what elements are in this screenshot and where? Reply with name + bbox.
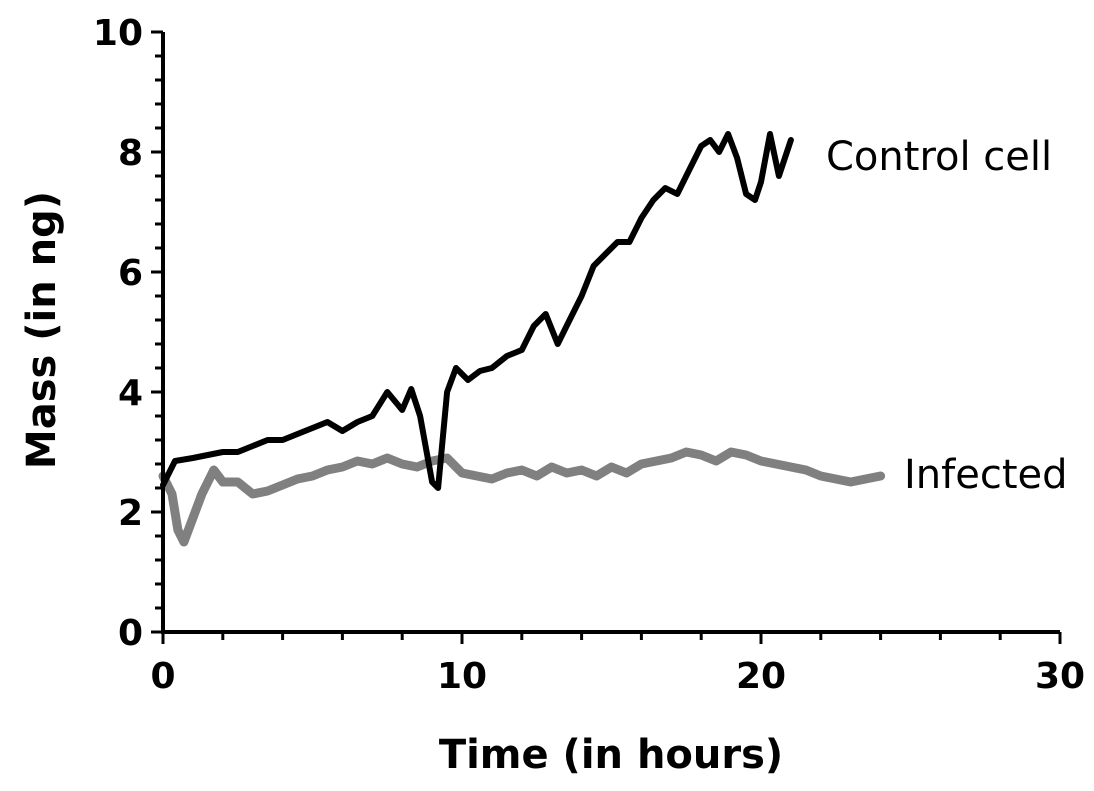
axes-layer bbox=[161, 32, 1060, 634]
y-tick-label: 0 bbox=[118, 613, 143, 654]
y-tick-label: 2 bbox=[118, 493, 143, 534]
y-tick-label: 8 bbox=[118, 133, 143, 174]
series-line-control-cell bbox=[160, 131, 794, 491]
x-tick-label: 30 bbox=[1035, 656, 1085, 697]
labels-layer: Time (in hours) Mass (in ng) Control cel… bbox=[19, 134, 1068, 778]
ticks-layer: 0 2 4 6 8 10 0 10 20 30 bbox=[93, 13, 1085, 697]
y-tick-label: 4 bbox=[118, 373, 143, 414]
x-tick-label: 10 bbox=[437, 656, 487, 697]
y-axis-title: Mass (in ng) bbox=[19, 191, 65, 469]
y-tick-label: 6 bbox=[118, 253, 143, 294]
x-tick-label: 0 bbox=[150, 656, 175, 697]
y-tick-label: 10 bbox=[93, 13, 143, 54]
series-layer bbox=[158, 131, 886, 547]
series-line-infected bbox=[158, 447, 886, 547]
series-label-infected: Infected bbox=[904, 452, 1068, 498]
series-label-control-cell: Control cell bbox=[826, 134, 1052, 180]
x-tick-label: 20 bbox=[736, 656, 786, 697]
x-axis-title: Time (in hours) bbox=[439, 732, 783, 778]
